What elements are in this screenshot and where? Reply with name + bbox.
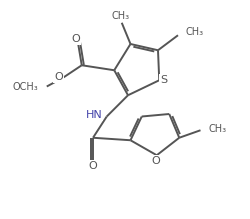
Text: OCH₃: OCH₃ (13, 82, 38, 92)
Text: O: O (88, 161, 97, 171)
Text: CH₃: CH₃ (111, 11, 129, 21)
Text: O: O (71, 34, 80, 44)
Text: CH₃: CH₃ (208, 124, 226, 134)
Text: CH₃: CH₃ (185, 27, 203, 37)
Text: HN: HN (85, 110, 102, 120)
Text: O: O (54, 72, 62, 82)
Text: S: S (160, 75, 167, 85)
Text: O: O (150, 156, 159, 166)
